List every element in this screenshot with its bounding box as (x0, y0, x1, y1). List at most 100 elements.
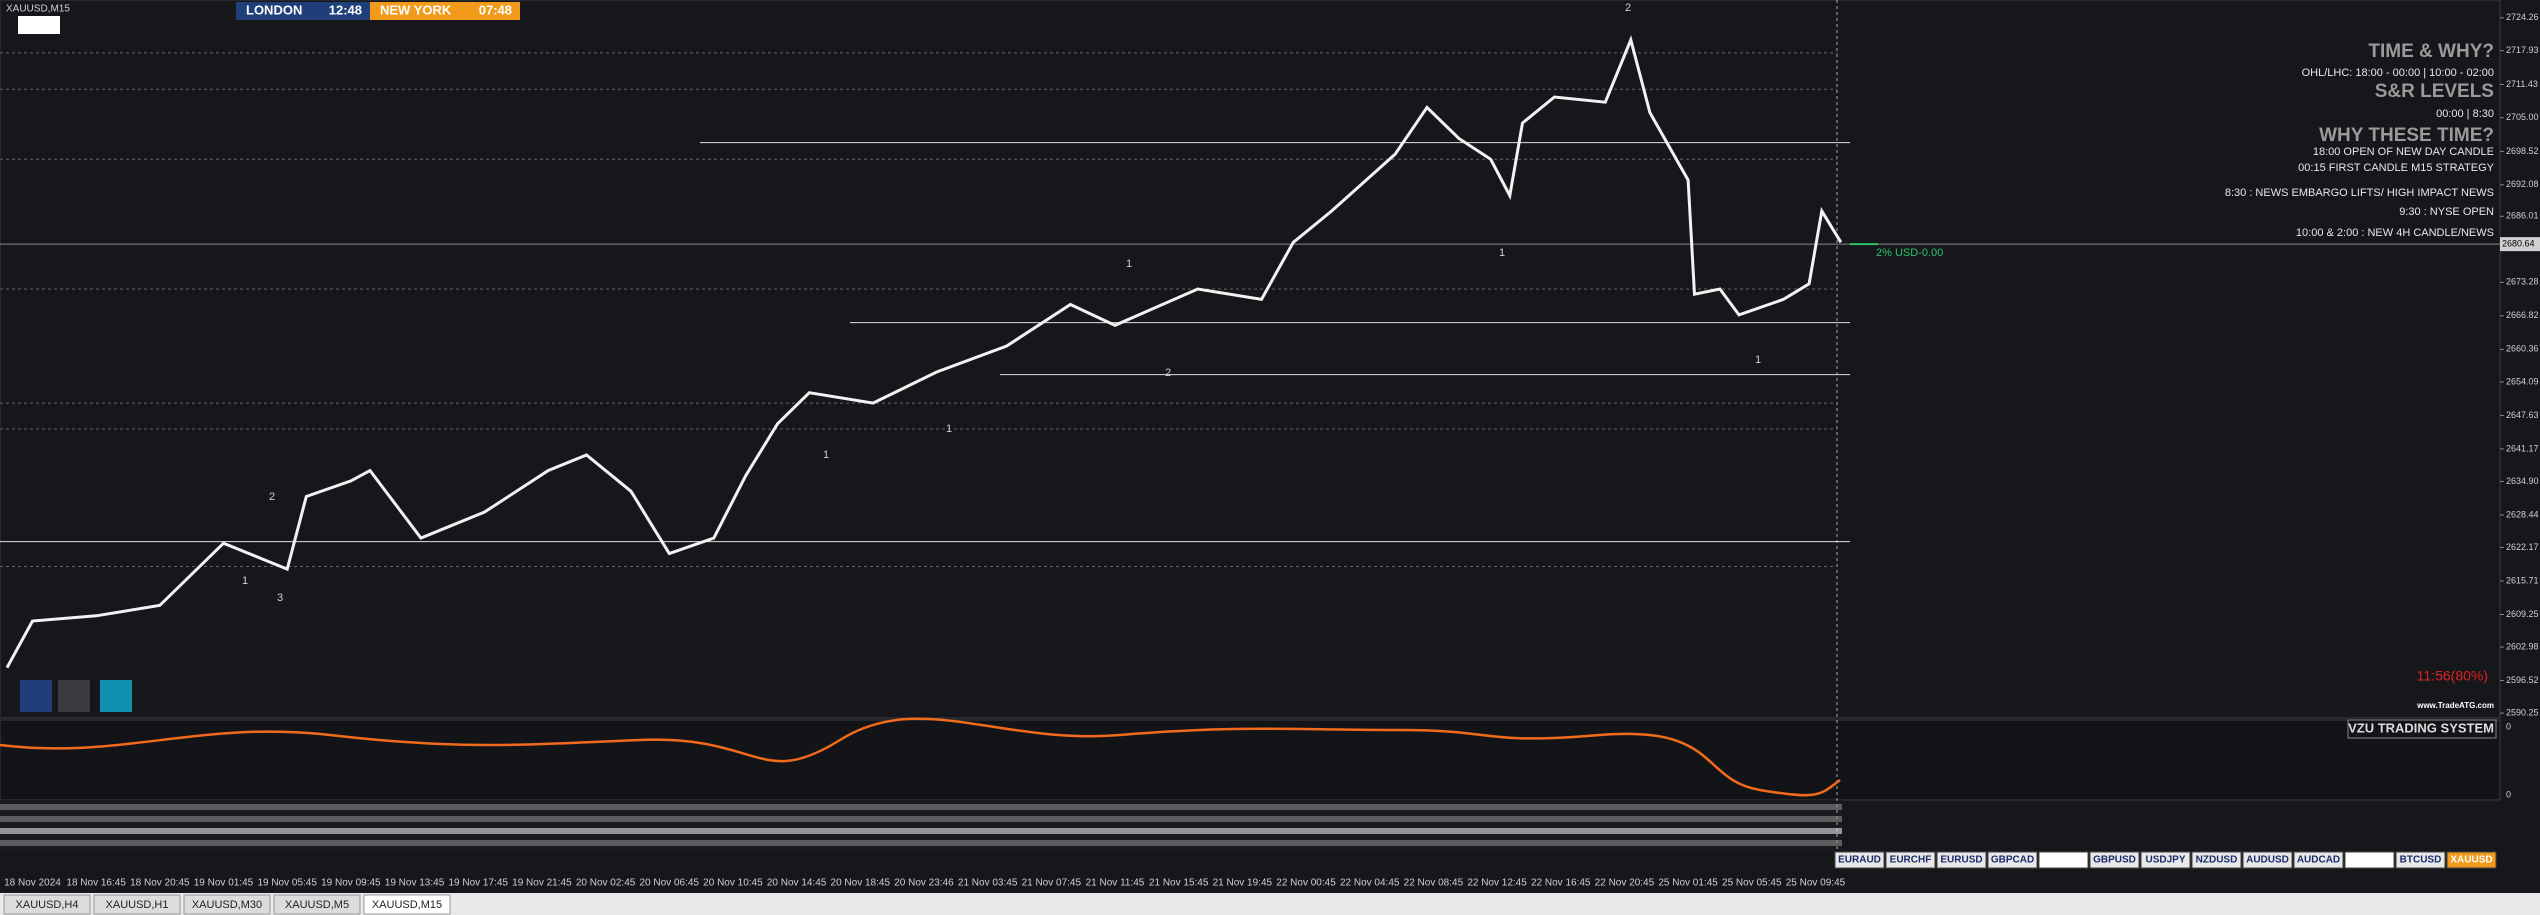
x-tick-label: 19 Nov 13:45 (385, 878, 445, 889)
current-price-label: 2680.64 (2502, 239, 2535, 249)
x-tick-label: 20 Nov 10:45 (703, 878, 763, 889)
tab[interactable] (93, 894, 181, 915)
pair-button[interactable] (2242, 851, 2293, 869)
indicator-wave (0, 717, 1841, 797)
session-time: 12:48 (329, 2, 362, 17)
x-tick-label: 22 Nov 04:45 (1340, 878, 1400, 889)
wave-label: 1 (1126, 258, 1132, 270)
info-text: WHY THESE TIME? (2319, 125, 2494, 146)
pair-label: AUDUSD (2246, 855, 2289, 866)
pair-label: GBPCAD (1991, 855, 2034, 866)
x-tick-label: 18 Nov 16:45 (66, 878, 126, 889)
y-tick-label: 2692.08 (2506, 179, 2539, 189)
pair-button[interactable] (2089, 851, 2140, 869)
y-tick-label: 2660.36 (2506, 344, 2539, 354)
tab-label: XAUUSD,M30 (192, 899, 262, 911)
x-tick-label: 19 Nov 17:45 (448, 878, 508, 889)
y-tick-label: 2711.43 (2506, 79, 2538, 89)
pair-button[interactable] (1987, 851, 2038, 869)
price-line (5, 35, 1843, 669)
icon[interactable] (100, 680, 132, 712)
pair-button[interactable] (2446, 851, 2497, 869)
tab[interactable] (183, 894, 271, 915)
session-time: 07:48 (479, 2, 512, 17)
signal-strip (0, 840, 1842, 846)
y-tick-label: 2628.44 (2506, 509, 2539, 519)
wave-label: 1 (1755, 354, 1761, 366)
x-tick-label: 22 Nov 00:45 (1276, 878, 1336, 889)
y-tick-label: 2634.90 (2506, 476, 2539, 486)
wave-label: 1 (242, 575, 248, 587)
y-tick-label: 2673.28 (2506, 277, 2539, 287)
wave-label: 1 (946, 423, 952, 435)
indicator-scale: 0 (2506, 789, 2511, 799)
y-tick-label: 2609.25 (2506, 609, 2539, 619)
website: www.TradeATG.com (2416, 701, 2494, 710)
y-tick-label: 2615.71 (2506, 575, 2539, 585)
pair-button[interactable] (1885, 851, 1936, 869)
y-tick-label: 2698.52 (2506, 146, 2539, 156)
info-text: 8:30 : NEWS EMBARGO LIFTS/ HIGH IMPACT N… (2225, 187, 2494, 199)
x-tick-label: 25 Nov 01:45 (1658, 878, 1718, 889)
tab[interactable] (363, 894, 451, 915)
x-tick-label: 25 Nov 05:45 (1722, 878, 1782, 889)
x-tick-label: 20 Nov 06:45 (640, 878, 700, 889)
x-tick-label: 21 Nov 07:45 (1022, 878, 1082, 889)
pair-button[interactable] (1936, 851, 1987, 869)
y-tick-label: 2647.63 (2506, 410, 2539, 420)
button[interactable] (18, 16, 60, 34)
pair-button[interactable] (2395, 851, 2446, 869)
pair-label: USDJPY (2145, 855, 2185, 866)
wave-label: 2 (1165, 367, 1171, 379)
indicator-scale: 0 (2506, 721, 2511, 731)
pair-label: AUDCAD (2297, 855, 2340, 866)
y-tick-label: 2654.09 (2506, 376, 2539, 386)
x-tick-label: 19 Nov 05:45 (257, 878, 317, 889)
signal-strip (0, 828, 1842, 834)
y-tick-label: 2686.01 (2506, 211, 2539, 221)
session-city: NEW YORK (380, 2, 452, 17)
info-text: S&R LEVELS (2375, 81, 2494, 102)
session-box (370, 2, 520, 20)
wave-label: 2 (269, 491, 275, 503)
y-tick-label: 2596.52 (2506, 675, 2539, 685)
icon[interactable] (20, 680, 52, 712)
x-tick-label: 22 Nov 16:45 (1531, 878, 1591, 889)
x-tick-label: 20 Nov 23:46 (894, 878, 954, 889)
pair-label: EURCHF (1890, 855, 1932, 866)
y-tick-label: 2705.00 (2506, 112, 2539, 122)
y-tick-label: 2717.93 (2506, 45, 2539, 55)
indicator-name: VZU TRADING SYSTEM (2348, 720, 2494, 735)
symbol-label: XAUUSD,M15 (6, 4, 70, 15)
pair-button[interactable] (2038, 851, 2089, 869)
indicator-name-bg (2347, 719, 2497, 739)
x-tick-label: 21 Nov 11:45 (1086, 878, 1145, 889)
icon[interactable] (58, 680, 90, 712)
tab-label: XAUUSD,H1 (106, 899, 169, 911)
info-text: 9:30 : NYSE OPEN (2399, 206, 2494, 218)
pair-label: NZDUSD (2196, 855, 2238, 866)
tab[interactable] (3, 894, 91, 915)
x-tick-label: 21 Nov 03:45 (958, 878, 1018, 889)
pair-button[interactable] (2344, 851, 2395, 869)
info-text: TIME & WHY? (2368, 41, 2494, 62)
tab-label: XAUUSD,M15 (372, 899, 442, 911)
pair-label: XAUUSD (2450, 855, 2492, 866)
pair-label: GBPUSD (2093, 855, 2136, 866)
risk-label: 2% USD-0.00 (1876, 247, 1943, 259)
x-tick-label: 20 Nov 02:45 (576, 878, 636, 889)
signal-strip (0, 804, 1842, 810)
tab-label: XAUUSD,M5 (285, 899, 349, 911)
info-text: 00:15 FIRST CANDLE M15 STRATEGY (2298, 162, 2494, 174)
tool-icons (20, 680, 132, 712)
current-price-box (2500, 237, 2540, 252)
y-tick-label: 2666.82 (2506, 310, 2539, 320)
pair-button[interactable] (2293, 851, 2344, 869)
pair-button[interactable] (1834, 851, 1885, 869)
pair-label: BTCUSD (2400, 855, 2442, 866)
x-tick-label: 19 Nov 09:45 (321, 878, 381, 889)
x-tick-label: 18 Nov 20:45 (130, 878, 190, 889)
pair-button[interactable] (2191, 851, 2242, 869)
pair-button[interactable] (2140, 851, 2191, 869)
tab[interactable] (273, 894, 361, 915)
